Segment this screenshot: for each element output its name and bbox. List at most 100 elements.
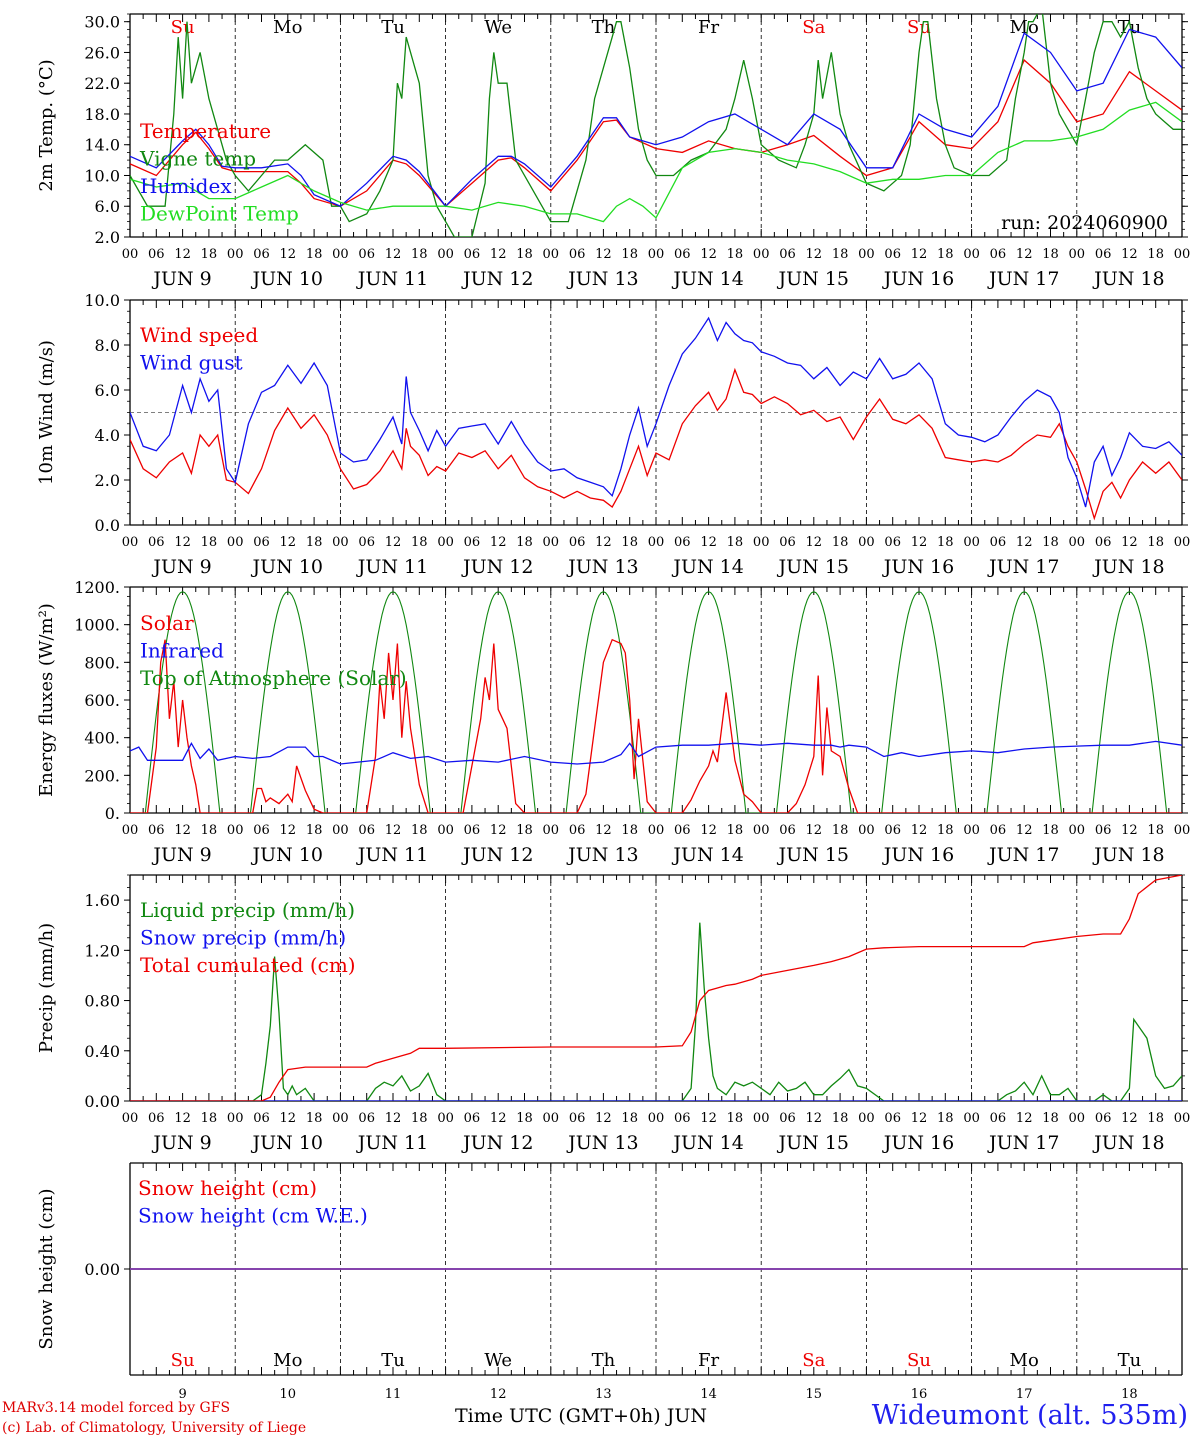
date-label: JUN 9 <box>151 556 211 578</box>
weekday-label: Tu <box>1118 1350 1142 1371</box>
hour-tick-label: 18 <box>516 247 533 262</box>
series-humidex <box>130 28 1182 208</box>
date-label: JUN 18 <box>1092 1132 1164 1154</box>
date-label: JUN 15 <box>777 1132 849 1154</box>
hour-tick-label: 00 <box>963 535 980 550</box>
hour-tick-label: 18 <box>1147 1111 1164 1126</box>
hour-tick-label: 00 <box>1069 535 1086 550</box>
series-wind-gust <box>130 316 1182 508</box>
weekday-label: Mo <box>1010 1350 1039 1371</box>
hour-tick-label: 00 <box>858 1111 875 1126</box>
weekday-label: Th <box>592 17 616 38</box>
hour-tick-label: 18 <box>1042 535 1059 550</box>
hour-tick-label: 18 <box>937 535 954 550</box>
hour-tick-label: 00 <box>1069 823 1086 838</box>
hour-tick-label: 12 <box>806 535 823 550</box>
hour-tick-label: 12 <box>1016 535 1033 550</box>
y-tick-label: 600. <box>84 691 120 710</box>
date-label: JUN 11 <box>356 556 428 578</box>
model-credit: MARv3.14 model forced by GFS <box>2 1400 231 1416</box>
hour-tick-label: 00 <box>332 823 349 838</box>
hour-tick-label: 06 <box>1095 1111 1112 1126</box>
date-label: JUN 14 <box>671 844 743 866</box>
hour-tick-label: 18 <box>1042 823 1059 838</box>
day-number-label: 15 <box>806 1387 823 1402</box>
y-tick-label: 0.0 <box>95 516 120 535</box>
y-tick-label: 10.0 <box>84 166 120 185</box>
hour-tick-label: 00 <box>858 247 875 262</box>
hour-tick-label: 00 <box>963 823 980 838</box>
hour-tick-label: 06 <box>674 535 691 550</box>
hour-tick-label: 00 <box>1174 535 1191 550</box>
plot-area <box>130 875 1182 1101</box>
panel-3: 0. 200. 400. 600. 800. 1000. 1200. Energy fluxe… <box>36 578 1190 866</box>
hour-tick-label: 00 <box>858 535 875 550</box>
hour-tick-label: 06 <box>1095 823 1112 838</box>
hour-tick-label: 00 <box>437 535 454 550</box>
y-tick-label: 30.0 <box>84 13 120 32</box>
legend-entry: Temperature <box>140 119 271 143</box>
hour-tick-label: 18 <box>937 823 954 838</box>
hour-tick-label: 06 <box>464 823 481 838</box>
hour-tick-label: 06 <box>1095 535 1112 550</box>
hour-tick-label: 06 <box>358 535 375 550</box>
hour-tick-label: 12 <box>385 535 402 550</box>
hour-tick-label: 18 <box>516 535 533 550</box>
series-solar <box>130 638 1182 813</box>
hour-tick-label: 06 <box>569 535 586 550</box>
legend-entry: Humidex <box>140 174 232 198</box>
series-wind-speed <box>130 367 1182 521</box>
date-label: JUN 9 <box>151 268 211 290</box>
hour-tick-label: 18 <box>727 1111 744 1126</box>
hour-tick-label: 00 <box>227 1111 244 1126</box>
y-axis-title: Energy fluxes (W/m²) <box>36 603 57 797</box>
day-number-label: 11 <box>385 1387 402 1402</box>
y-tick-label: 0.00 <box>84 1092 120 1111</box>
weekday-label: Th <box>592 1350 616 1371</box>
hour-tick-label: 06 <box>674 247 691 262</box>
date-label: JUN 11 <box>356 1132 428 1154</box>
hour-tick-label: 00 <box>648 823 665 838</box>
weekday-label: Sa <box>802 1350 825 1371</box>
day-number-label: 18 <box>1121 1387 1138 1402</box>
y-tick-label: 2.0 <box>95 228 120 247</box>
y-tick-label: 800. <box>84 653 120 672</box>
day-number-label: 10 <box>280 1387 297 1402</box>
y-tick-label: 2.0 <box>95 471 120 490</box>
date-label: JUN 13 <box>566 844 638 866</box>
legend-entry: Liquid precip (mm/h) <box>140 898 355 922</box>
date-label: JUN 11 <box>356 844 428 866</box>
hour-tick-label: 12 <box>1016 247 1033 262</box>
y-tick-label: 1000. <box>74 616 120 635</box>
hour-tick-label: 12 <box>174 1111 191 1126</box>
hour-tick-label: 12 <box>280 247 297 262</box>
y-tick-label: 400. <box>84 729 120 748</box>
hour-tick-label: 06 <box>779 535 796 550</box>
hour-tick-label: 18 <box>727 247 744 262</box>
hour-tick-label: 00 <box>648 247 665 262</box>
hour-tick-label: 18 <box>516 823 533 838</box>
hour-tick-label: 12 <box>490 1111 507 1126</box>
hour-tick-label: 00 <box>332 247 349 262</box>
series-dewpoint-temp <box>130 101 1182 223</box>
hour-tick-label: 18 <box>832 247 849 262</box>
hour-tick-label: 12 <box>806 1111 823 1126</box>
date-label: JUN 17 <box>987 1132 1059 1154</box>
hour-tick-label: 00 <box>1174 247 1191 262</box>
hour-tick-label: 18 <box>621 535 638 550</box>
series-infrared <box>130 740 1182 765</box>
hour-tick-label: 06 <box>884 823 901 838</box>
hour-tick-label: 06 <box>253 823 270 838</box>
hour-tick-label: 12 <box>806 247 823 262</box>
hour-tick-label: 00 <box>543 247 560 262</box>
hour-tick-label: 06 <box>884 247 901 262</box>
day-number-label: 12 <box>490 1387 507 1402</box>
hour-tick-label: 06 <box>358 247 375 262</box>
date-label: JUN 18 <box>1092 844 1164 866</box>
date-label: JUN 17 <box>987 556 1059 578</box>
panel-2: 0.0 2.0 4.0 6.0 8.0 10.0 10m Wind (m/s) 00 06 12 1… <box>36 291 1190 578</box>
series-total-cumulated-cm <box>130 875 1182 1101</box>
hour-tick-label: 06 <box>674 823 691 838</box>
hour-tick-label: 00 <box>753 823 770 838</box>
y-axis-title: 10m Wind (m/s) <box>36 340 57 485</box>
